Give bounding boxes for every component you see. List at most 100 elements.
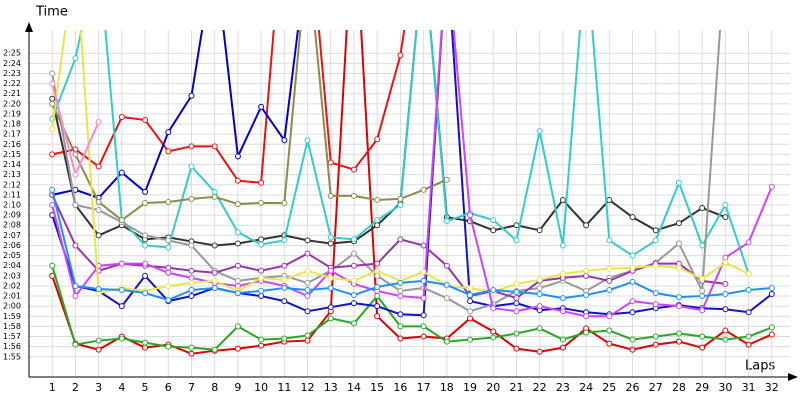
point	[327, 267, 334, 274]
point	[443, 295, 450, 302]
point	[327, 234, 334, 241]
point	[513, 222, 520, 229]
point	[234, 229, 241, 236]
point	[374, 222, 381, 229]
point	[652, 290, 659, 297]
point	[397, 236, 404, 243]
x-tick-label: 21	[509, 381, 523, 394]
point	[536, 128, 543, 135]
point	[234, 240, 241, 247]
point	[142, 260, 149, 267]
point	[606, 237, 613, 244]
point	[722, 291, 729, 298]
point	[165, 343, 172, 350]
x-tick-label: 22	[533, 381, 547, 394]
y-tick-label: 2:09	[3, 211, 21, 220]
point	[420, 242, 427, 249]
x-tick-label: 30	[718, 381, 732, 394]
point	[652, 262, 659, 269]
point	[629, 309, 636, 316]
point	[49, 202, 56, 208]
point	[467, 292, 474, 299]
point	[211, 242, 218, 249]
point	[188, 163, 195, 170]
point	[722, 254, 729, 261]
y-tick-label: 2:21	[3, 89, 21, 98]
y-tick-label: 2:06	[3, 241, 21, 250]
point	[118, 303, 125, 310]
x-tick-label: 27	[649, 381, 663, 394]
point	[536, 325, 543, 332]
point	[304, 279, 311, 286]
point	[374, 293, 381, 300]
point	[536, 276, 543, 283]
point	[374, 260, 381, 267]
point	[188, 293, 195, 300]
point	[118, 286, 125, 293]
point	[258, 267, 265, 274]
point	[211, 188, 218, 195]
point	[490, 334, 497, 341]
point	[304, 332, 311, 339]
point	[490, 217, 497, 224]
point	[234, 345, 241, 352]
point	[234, 323, 241, 330]
x-tick-label: 24	[579, 381, 593, 394]
point	[513, 237, 520, 244]
point	[118, 260, 125, 267]
series-line	[51, 30, 448, 222]
point	[559, 308, 566, 315]
point	[629, 278, 636, 285]
point	[420, 295, 427, 302]
point	[675, 240, 682, 247]
x-tick-label: 10	[254, 381, 268, 394]
point	[745, 270, 752, 277]
point	[118, 113, 125, 120]
point	[72, 151, 79, 158]
point	[188, 279, 195, 286]
point	[699, 333, 706, 340]
point	[490, 305, 497, 312]
point	[49, 186, 56, 193]
point	[606, 327, 613, 334]
point	[165, 264, 172, 271]
point	[420, 277, 427, 284]
point	[513, 295, 520, 302]
point	[350, 236, 357, 243]
point	[211, 193, 218, 200]
point	[397, 323, 404, 330]
point	[211, 269, 218, 276]
point	[397, 202, 404, 208]
point	[142, 290, 149, 297]
point	[513, 345, 520, 352]
point	[258, 179, 265, 186]
point	[165, 237, 172, 244]
point	[374, 196, 381, 203]
point	[72, 171, 79, 178]
x-tick-label: 4	[118, 381, 125, 394]
point	[675, 179, 682, 186]
point	[745, 239, 752, 246]
point	[490, 286, 497, 293]
point	[420, 333, 427, 340]
x-tick-label: 9	[234, 381, 241, 394]
point	[258, 199, 265, 206]
y-tick-label: 2:00	[3, 302, 21, 311]
point	[165, 269, 172, 276]
point	[559, 242, 566, 249]
point	[374, 136, 381, 143]
y-tick-label: 2:24	[3, 59, 21, 68]
point	[258, 293, 265, 300]
y-tick-label: 1:58	[3, 322, 21, 331]
point	[49, 151, 56, 158]
point	[142, 117, 149, 124]
point	[513, 300, 520, 307]
x-tick-label: 15	[370, 381, 384, 394]
point	[443, 262, 450, 269]
x-arrow	[788, 373, 798, 381]
point	[211, 143, 218, 150]
y-tick-label: 2:25	[3, 49, 21, 58]
x-tick-label: 7	[188, 381, 195, 394]
point	[745, 286, 752, 293]
point	[188, 195, 195, 202]
